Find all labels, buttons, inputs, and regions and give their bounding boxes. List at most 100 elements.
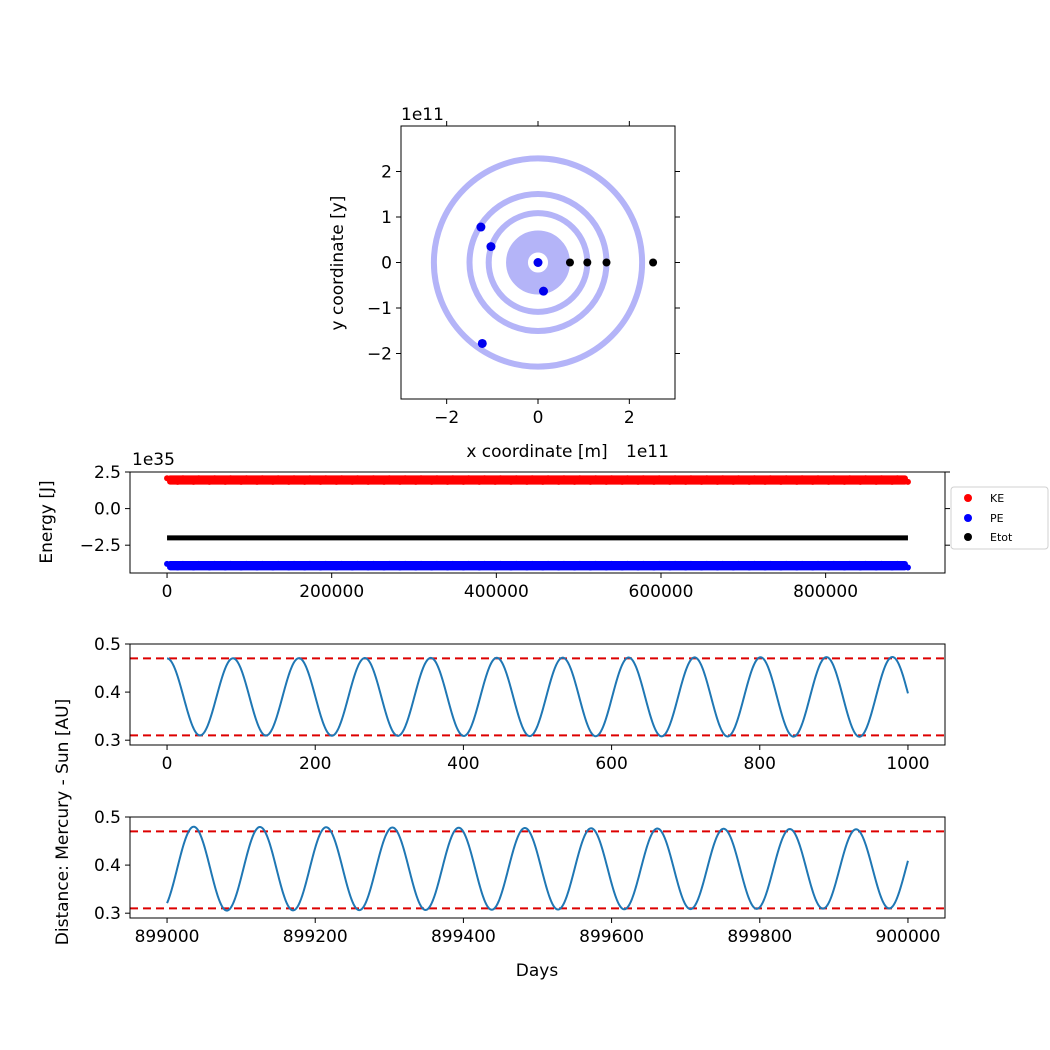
energy-point	[523, 564, 530, 571]
energy-point	[243, 475, 250, 482]
energy-point	[629, 477, 636, 484]
energy-y-offset-label: 1e35	[132, 450, 175, 470]
energy-point	[846, 475, 853, 482]
y-tick-label: −1	[367, 299, 392, 319]
energy-point	[296, 477, 303, 484]
energy-point	[529, 475, 536, 482]
energy-point	[772, 562, 779, 569]
energy-point	[867, 562, 874, 569]
energy-point	[677, 477, 684, 484]
x-tick-label: 0	[162, 582, 173, 602]
energy-point	[513, 560, 520, 567]
energy-point	[306, 475, 313, 482]
energy-legend: KE PE Etot	[950, 486, 1049, 550]
energy-point	[418, 475, 425, 482]
energy-point	[164, 560, 171, 567]
energy-point	[740, 562, 747, 569]
energy-point	[836, 477, 843, 484]
energy-point	[719, 475, 726, 482]
energy-point	[703, 560, 710, 567]
energy-point	[470, 562, 477, 569]
energy-point	[333, 564, 340, 571]
energy-point	[608, 560, 615, 567]
energy-point	[486, 477, 493, 484]
energy-point	[709, 562, 716, 569]
energy-point	[402, 475, 409, 482]
energy-point	[873, 564, 880, 571]
energy-y-axis-label: Energy [J]	[37, 480, 57, 563]
energy-point	[735, 560, 742, 567]
energy-point	[444, 564, 451, 571]
energy-point	[195, 560, 202, 567]
energy-point	[174, 478, 181, 485]
energy-series-ke	[164, 475, 911, 485]
energy-point	[439, 562, 446, 569]
energy-point	[190, 564, 197, 571]
y-tick-label: 1	[381, 208, 392, 228]
energy-point	[407, 477, 414, 484]
energy-point	[285, 564, 292, 571]
energy-point	[703, 475, 710, 482]
energy-point	[730, 478, 737, 485]
energy-point	[841, 564, 848, 571]
energy-point	[370, 560, 377, 567]
orbit-panel: −2 0 2 −2 −1 0 1 2 1e11 1e11 x coordinate [m] y…	[328, 105, 680, 462]
energy-point	[587, 478, 594, 485]
energy-point	[513, 475, 520, 482]
energy-point	[836, 562, 843, 569]
energy-point	[470, 477, 477, 484]
energy-point	[603, 564, 610, 571]
energy-point	[883, 562, 890, 569]
energy-point	[402, 560, 409, 567]
energy-point	[201, 477, 208, 484]
body-point	[476, 222, 486, 232]
energy-point	[608, 475, 615, 482]
energy-point	[518, 562, 525, 569]
energy-point	[814, 475, 821, 482]
energy-point	[809, 564, 816, 571]
body-point	[533, 258, 543, 267]
start-point	[565, 258, 574, 267]
x-tick-label: 800	[744, 754, 776, 774]
x-tick-label: 899600	[579, 927, 644, 947]
energy-point	[359, 562, 366, 569]
orbit-x-offset-label: 1e11	[626, 442, 669, 462]
energy-point	[560, 560, 567, 567]
energy-point	[698, 564, 705, 571]
energy-point	[751, 475, 758, 482]
energy-point	[857, 564, 864, 571]
y-tick-label: 0.5	[94, 635, 121, 655]
energy-point	[746, 478, 753, 485]
energy-point	[714, 478, 721, 485]
energy-point	[899, 477, 906, 484]
energy-point	[291, 475, 298, 482]
energy-point	[412, 564, 419, 571]
energy-point	[598, 477, 605, 484]
y-tick-label: 0.4	[94, 856, 121, 876]
energy-point	[460, 564, 467, 571]
x-tick-label: 200	[299, 754, 331, 774]
distance-end-axes-frame	[129, 816, 946, 919]
energy-point	[428, 564, 435, 571]
energy-point	[375, 477, 382, 484]
energy-point	[206, 564, 213, 571]
energy-point	[767, 560, 774, 567]
energy-point	[449, 475, 456, 482]
energy-point	[698, 478, 705, 485]
energy-point	[598, 562, 605, 569]
energy-point	[793, 564, 800, 571]
energy-point	[201, 562, 208, 569]
energy-point	[640, 560, 647, 567]
energy-point	[312, 477, 319, 484]
energy-point	[211, 560, 218, 567]
energy-point	[492, 478, 499, 485]
energy-point	[613, 477, 620, 484]
energy-point	[841, 478, 848, 485]
energy-point	[825, 478, 832, 485]
energy-band	[167, 535, 908, 541]
energy-point	[492, 564, 499, 571]
energy-point	[418, 560, 425, 567]
energy-point	[640, 475, 647, 482]
energy-point	[883, 477, 890, 484]
